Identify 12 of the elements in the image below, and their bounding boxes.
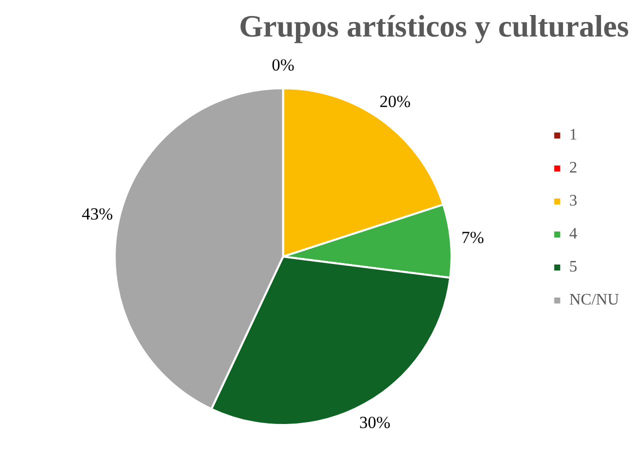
legend-label: 5	[569, 258, 578, 276]
legend-label: 2	[569, 160, 578, 177]
legend-label: 4	[569, 226, 578, 243]
legend-label: 3	[569, 192, 578, 210]
data-label: 20%	[379, 92, 411, 112]
chart-title: Grupos artísticos y culturales	[238, 8, 629, 44]
data-label: 43%	[82, 204, 113, 224]
legend-label: NC/NU	[569, 292, 620, 309]
text: 0%	[272, 56, 294, 75]
legend-label: 1	[569, 126, 578, 144]
data-label: 7%	[461, 228, 484, 248]
data-label: 30%	[359, 412, 390, 432]
